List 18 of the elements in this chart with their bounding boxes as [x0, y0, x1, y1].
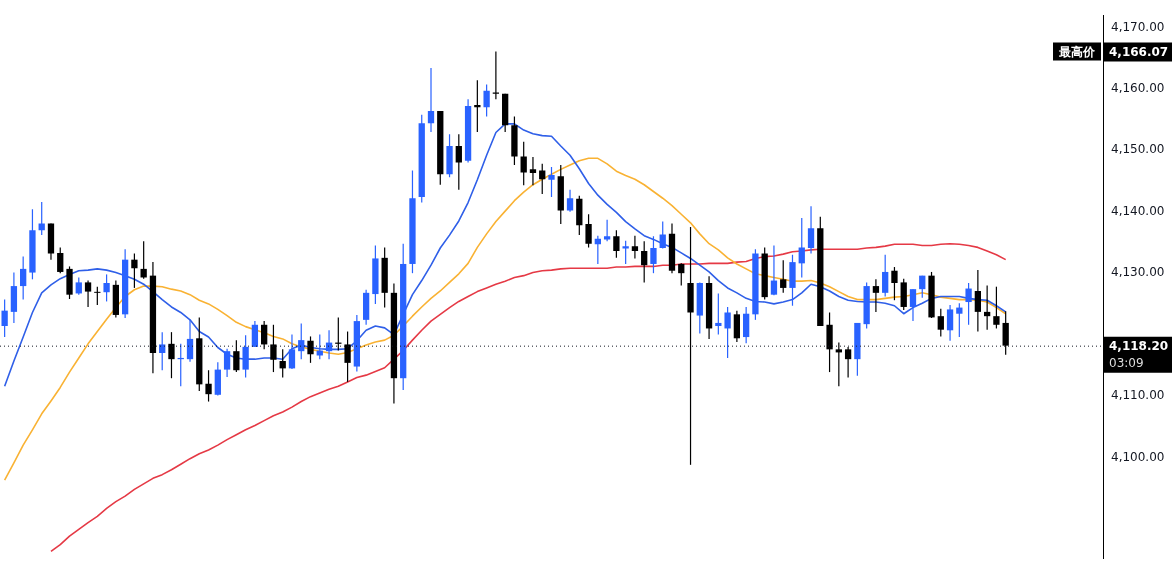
candlestick	[770, 245, 778, 296]
annotation: 最高价	[1058, 44, 1096, 59]
candlestick	[427, 68, 435, 132]
y-tick-label: 4,130.00	[1111, 265, 1165, 280]
y-tick-label: 4,140.00	[1111, 203, 1165, 218]
text: 03:09	[1109, 355, 1144, 370]
y-tick-label: 4,150.00	[1111, 142, 1165, 157]
candlestick	[872, 279, 880, 312]
candlestick	[807, 206, 815, 254]
candlestick	[529, 157, 537, 186]
y-tick-label: 4,110.00	[1111, 388, 1165, 403]
y-tick-label: 4,170.00	[1111, 19, 1165, 34]
y-tick-label: 4,100.00	[1111, 449, 1165, 464]
candlestick	[631, 235, 639, 259]
y-tick-label: 4,160.00	[1111, 81, 1165, 96]
ref-line-label: 4,118.20	[1109, 338, 1169, 353]
text: 4,166.07	[1109, 44, 1169, 59]
candlestick	[84, 280, 92, 307]
